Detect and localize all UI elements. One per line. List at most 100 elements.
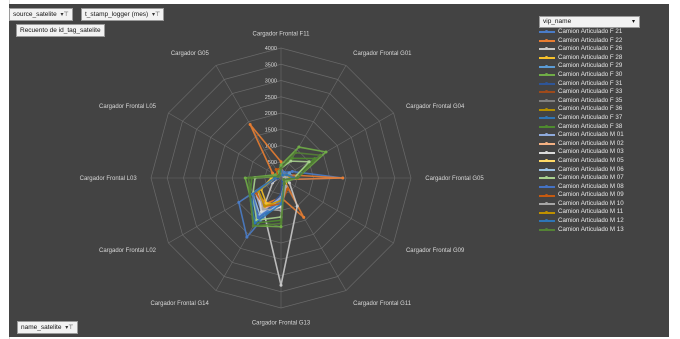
legend-item: Camion Articulado M 13	[539, 226, 649, 235]
legend-label: Camion Articulado M 02	[558, 139, 624, 147]
legend-item: Camion Articulado F 31	[539, 80, 649, 89]
data-point	[282, 170, 286, 174]
data-point	[264, 201, 268, 205]
category-label: Cargador Frontal L05	[99, 104, 157, 110]
chart-legend: Camion Articulado F 21 Camion Articulado …	[539, 28, 649, 234]
data-point	[285, 179, 289, 183]
legend-label: Camion Articulado F 35	[558, 96, 623, 104]
legend-item: Camion Articulado F 33	[539, 88, 649, 97]
legend-swatch	[539, 159, 555, 163]
data-point	[284, 184, 288, 188]
radar-spoke	[280, 112, 394, 179]
legend-item: Camion Articulado M 03	[539, 148, 649, 157]
legend-swatch	[539, 210, 555, 214]
radial-tick-label: 2500	[265, 95, 277, 101]
legend-label: Camion Articulado M 05	[558, 156, 624, 164]
legend-swatch	[539, 47, 555, 51]
filter-source-satelite-button[interactable]: source_satelite ▾⊤	[9, 8, 73, 21]
legend-swatch	[539, 90, 555, 94]
value-field-label: Recuento de id_tag_satelite	[20, 27, 101, 34]
legend-label: Camion Articulado M 01	[558, 131, 624, 139]
radial-tick-label: 2000	[265, 111, 277, 117]
category-label: Cargador Frontal L02	[99, 248, 157, 254]
data-point	[286, 187, 289, 191]
data-point	[302, 215, 306, 219]
legend-swatch	[539, 184, 555, 188]
legend-swatch	[539, 150, 555, 154]
filter-t-stamp-logger-label: t_stamp_logger (mes)	[85, 11, 149, 18]
legend-label: Camion Articulado M 10	[558, 199, 624, 207]
filter-t-stamp-logger-button[interactable]: t_stamp_logger (mes) ▾⊤	[81, 8, 165, 21]
legend-swatch	[539, 73, 555, 77]
legend-label: Camion Articulado M 11	[558, 208, 624, 216]
legend-swatch	[539, 219, 555, 223]
filter-source-satelite-label: source_satelite	[13, 11, 57, 18]
legend-item: Camion Articulado M 05	[539, 157, 649, 166]
legend-label: Camion Articulado F 38	[558, 122, 623, 130]
data-point	[274, 168, 278, 172]
legend-swatch	[539, 99, 555, 103]
legend-field-label: vip_name	[543, 18, 572, 25]
legend-item: Camion Articulado M 09	[539, 191, 649, 200]
data-point	[279, 225, 283, 229]
legend-label: Camion Articulado M 12	[558, 217, 624, 225]
legend-field-button[interactable]: vip_name ▾	[539, 16, 640, 28]
data-point	[277, 173, 281, 177]
legend-label: Camion Articulado F 30	[558, 70, 623, 78]
legend-swatch	[539, 64, 555, 68]
legend-item: Camion Articulado F 21	[539, 28, 649, 37]
legend-item: Camion Articulado F 30	[539, 71, 649, 80]
data-point	[279, 283, 283, 287]
legend-label: Camion Articulado F 31	[558, 79, 623, 87]
data-point	[248, 123, 252, 127]
legend-swatch	[539, 124, 555, 128]
radial-tick-label: 500	[268, 160, 277, 166]
chevron-down-icon: ▾	[631, 19, 635, 25]
legend-item: Camion Articulado F 37	[539, 114, 649, 123]
value-field-button[interactable]: Recuento de id_tag_satelite	[16, 24, 105, 37]
legend-swatch	[539, 193, 555, 197]
filter-dropdown-icon: ▾⊤	[152, 12, 161, 18]
legend-item: Camion Articulado F 36	[539, 105, 649, 114]
category-label: Cargador Frontal G04	[406, 104, 465, 110]
legend-label: Camion Articulado F 36	[558, 105, 623, 113]
legend-swatch	[539, 202, 555, 206]
legend-item: Camion Articulado F 38	[539, 123, 649, 132]
data-point	[295, 204, 299, 208]
data-point	[243, 176, 247, 180]
category-label: Cargador Frontal G14	[150, 301, 209, 307]
data-point	[279, 166, 283, 170]
legend-item: Camion Articulado M 12	[539, 217, 649, 226]
radar-chart: 05001000150020002500300035004000Cargador…	[80, 32, 485, 327]
data-point	[237, 200, 241, 204]
data-point	[279, 222, 283, 225]
data-point	[287, 181, 291, 185]
radar-spoke	[215, 65, 282, 179]
legend-swatch	[539, 38, 555, 42]
axis-field-name-satelite-button[interactable]: name_satelite ▾⊤	[17, 321, 78, 334]
legend-label: Camion Articulado M 07	[558, 174, 624, 182]
data-point	[271, 171, 275, 175]
data-point	[261, 207, 265, 211]
category-label: Cargador Frontal F11	[253, 32, 311, 38]
legend-label: Camion Articulado M 13	[558, 225, 624, 233]
radial-tick-label: 4000	[265, 46, 277, 52]
category-label: Cargador Frontal G13	[252, 320, 311, 326]
data-point	[253, 221, 257, 225]
category-label: Cargador Frontal L03	[80, 176, 138, 182]
radial-tick-label: 3000	[265, 79, 277, 85]
data-point	[295, 176, 299, 180]
legend-item: Camion Articulado F 35	[539, 97, 649, 106]
data-point	[318, 153, 322, 157]
legend-item: Camion Articulado M 02	[539, 140, 649, 149]
data-point	[324, 150, 328, 154]
data-point	[282, 178, 286, 182]
category-label: Cargador Frontal G05	[425, 176, 484, 182]
pivot-chart-area[interactable]: 05001000150020002500300035004000Cargador…	[9, 4, 669, 337]
radial-tick-label: 3500	[265, 62, 277, 68]
legend-label: Camion Articulado F 29	[558, 62, 623, 70]
category-label: Cargador Frontal G09	[406, 248, 465, 254]
data-point	[256, 215, 260, 219]
data-point	[341, 176, 345, 180]
data-point	[247, 176, 250, 180]
